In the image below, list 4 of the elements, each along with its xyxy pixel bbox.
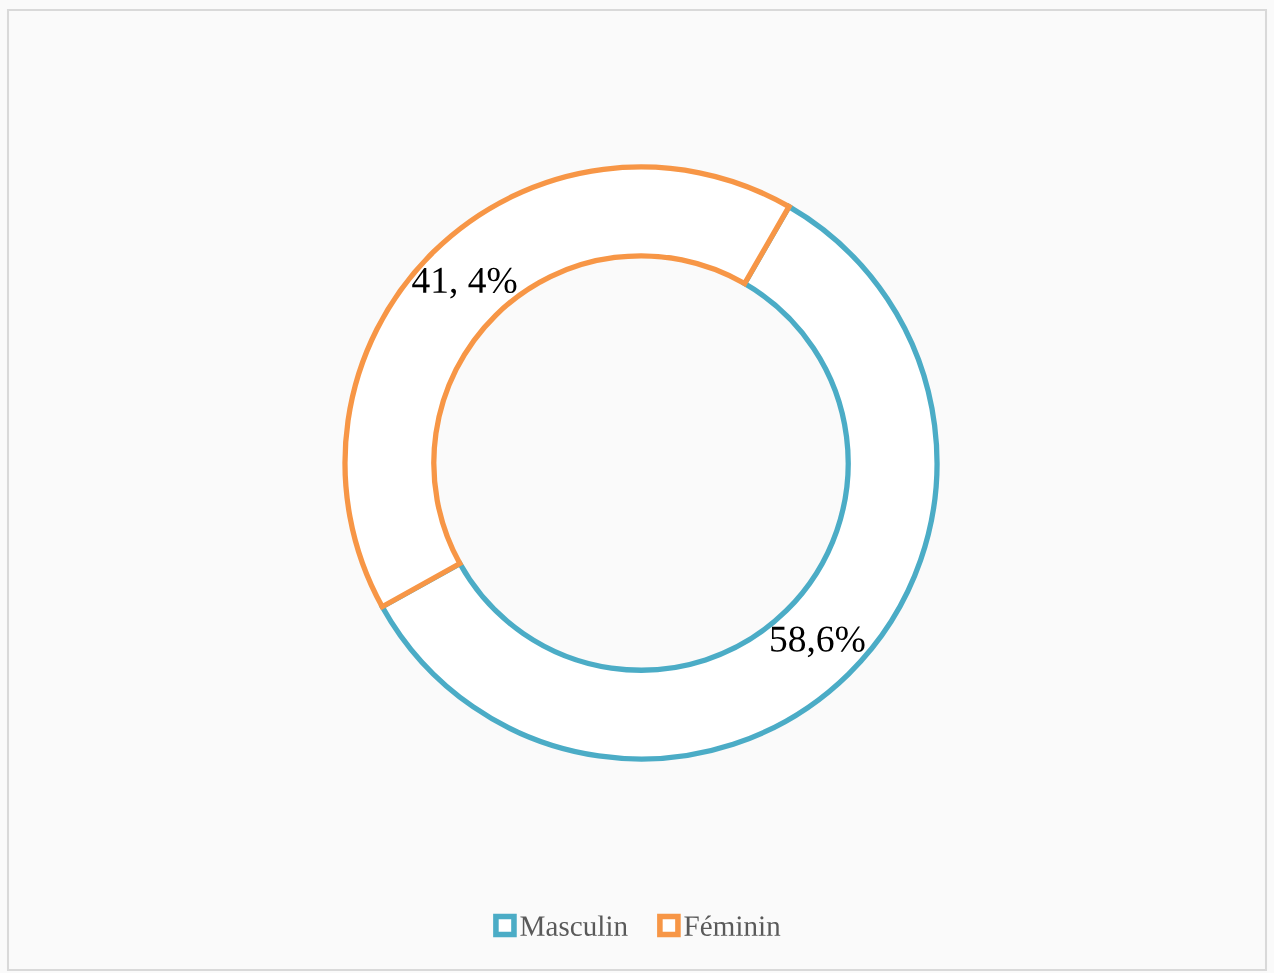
legend-label: Féminin bbox=[684, 915, 781, 936]
data-label: 41, 4% bbox=[412, 267, 517, 299]
data-label: 58,6% bbox=[771, 626, 865, 658]
legend-label: Masculin bbox=[520, 915, 628, 936]
